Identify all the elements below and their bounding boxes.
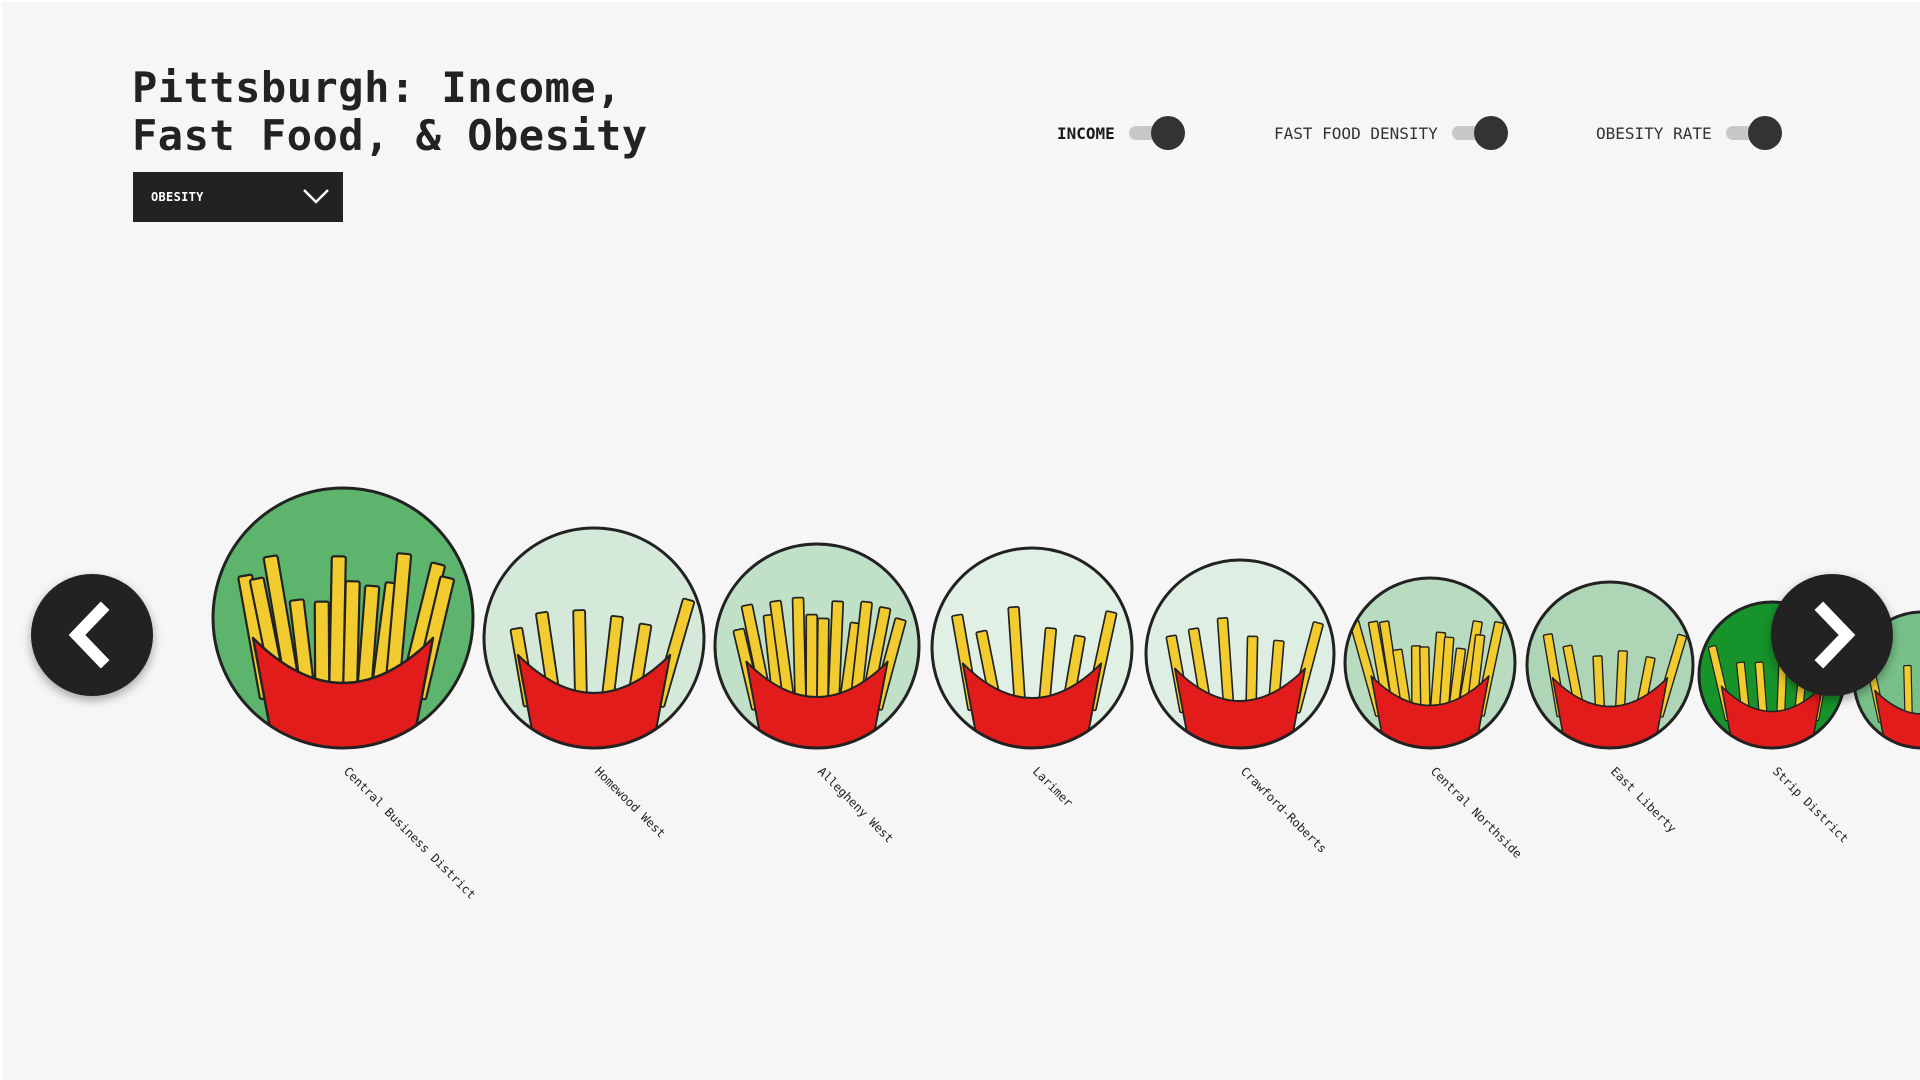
fries-box [1720, 685, 1824, 748]
chevron-right-icon [1814, 601, 1856, 669]
fries-icon [1349, 619, 1505, 748]
fries-icon [732, 596, 907, 748]
neighborhood-label: Larimer [1030, 764, 1076, 810]
neighborhood-label: Central Northside [1428, 764, 1525, 861]
neighborhood-circle-outline [1343, 576, 1517, 750]
fries-box [1174, 667, 1306, 748]
title-line-2: Fast Food, & Obesity [132, 111, 648, 160]
toggle-fast-food-density-label: FAST FOOD DENSITY [1274, 123, 1438, 143]
previous-button[interactable] [31, 574, 153, 696]
neighborhood-item[interactable]: Crawford-Roberts [1144, 558, 1336, 856]
neighborhood-label: Central Business District [341, 764, 479, 902]
switch-knob [1150, 116, 1185, 150]
neighborhood-label: Crawford-Roberts [1238, 764, 1330, 856]
toggle-fast-food-density-switch[interactable] [1450, 116, 1508, 150]
neighborhood-circle-outline [713, 542, 921, 750]
neighborhood-item[interactable]: Central Northside [1343, 576, 1525, 861]
toggle-fast-food-density: FAST FOOD DENSITY [1274, 116, 1508, 150]
chevron-left-icon [68, 601, 110, 669]
fries-box [1370, 675, 1490, 748]
neighborhood-label: Homewood West [592, 764, 668, 840]
next-button[interactable] [1771, 574, 1893, 696]
neighborhood-circle-outline [1525, 580, 1695, 750]
switch-knob [1473, 116, 1508, 150]
neighborhood-item[interactable]: Homewood West [482, 526, 706, 841]
neighborhood-circle-outline [211, 486, 475, 750]
neighborhood-label: Allegheny West [815, 764, 896, 845]
fries-box [516, 653, 672, 748]
fries-box [251, 636, 435, 748]
fries-box [745, 660, 889, 748]
fries-icon [951, 606, 1118, 748]
dropdown-selected-value: OBESITY [151, 190, 204, 204]
toggle-income-switch[interactable] [1127, 116, 1185, 150]
chevron-down-icon [303, 189, 329, 204]
fries-box [961, 662, 1103, 748]
neighborhood-item[interactable]: Allegheny West [713, 542, 921, 846]
toggle-obesity-rate-label: OBESITY RATE [1596, 123, 1712, 143]
neighborhood-item[interactable]: East Liberty [1525, 580, 1695, 835]
fries-box [1874, 689, 1920, 748]
toggle-income-label: INCOME [1057, 123, 1115, 143]
fries-box [1551, 676, 1669, 748]
fry [805, 613, 819, 710]
fry [791, 596, 808, 710]
toggle-income: INCOME [1057, 116, 1185, 150]
toggle-obesity-rate: OBESITY RATE [1596, 116, 1782, 150]
fries-icon [1165, 616, 1324, 748]
fries-icon [1542, 633, 1688, 748]
neighborhood-circle-outline [1144, 558, 1336, 750]
page-title: Pittsburgh: Income, Fast Food, & Obesity [132, 64, 648, 160]
fries-icon [237, 552, 455, 748]
neighborhood-circle-outline [930, 546, 1134, 750]
neighborhood-label: East Liberty [1608, 764, 1679, 835]
metric-dropdown[interactable]: OBESITY [133, 172, 343, 222]
toggle-obesity-rate-switch[interactable] [1724, 116, 1782, 150]
switch-knob [1747, 116, 1782, 150]
neighborhood-label: Strip District [1770, 764, 1851, 845]
neighborhood-circle-outline [482, 526, 706, 750]
fries-icon [509, 597, 696, 748]
neighborhood-item[interactable]: Larimer [930, 546, 1134, 810]
neighborhood-item[interactable]: Central Business District [211, 486, 479, 902]
title-line-1: Pittsburgh: Income, [132, 63, 622, 112]
